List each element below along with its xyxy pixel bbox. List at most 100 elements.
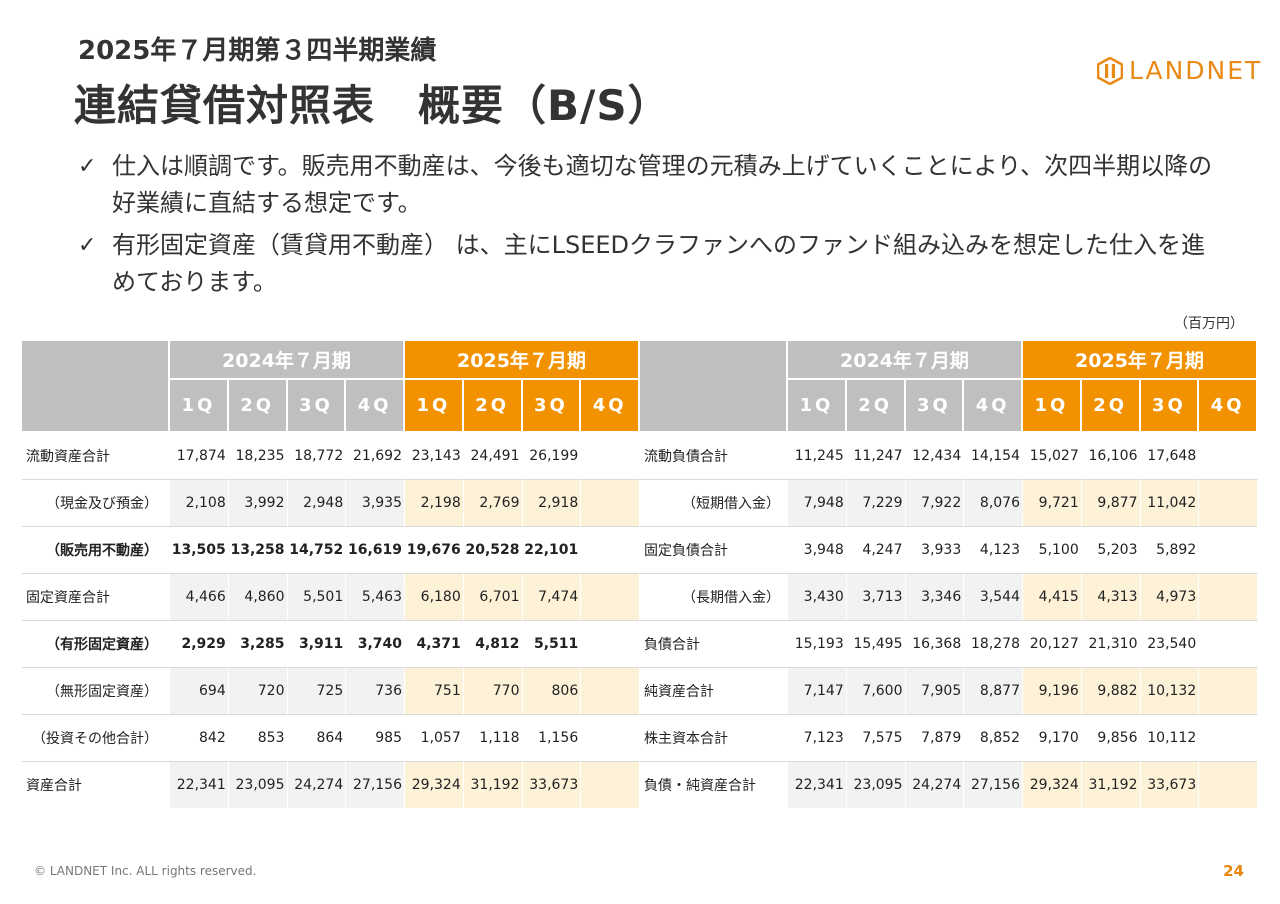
value-cell: 4,415 <box>1023 574 1082 621</box>
row-label: （現金及び預金） <box>22 480 170 527</box>
value-cell: 7,123 <box>788 715 847 762</box>
table-row: 純資産合計 7,147 7,600 7,905 8,877 9,196 9,882 10,13… <box>640 668 1258 715</box>
value-cell: 4,812 <box>464 621 523 668</box>
value-cell: 7,575 <box>847 715 906 762</box>
table-row: 流動負債合計 11,245 11,247 12,434 14,154 15,027 16,1… <box>640 433 1258 480</box>
value-cell: 12,434 <box>906 433 965 480</box>
page-subtitle: 2025年７月期第３四半期業績 <box>78 30 436 67</box>
value-cell: 5,501 <box>288 574 347 621</box>
header-year-2024: 2024年７月期 <box>788 341 1023 380</box>
value-cell: 7,474 <box>523 574 582 621</box>
header-quarter: 1Q <box>170 380 229 433</box>
value-cell: 15,027 <box>1023 433 1082 480</box>
value-cell: 13,258 <box>229 527 288 574</box>
check-icon: ✓ <box>78 148 96 185</box>
assets-body: 流動資産合計 17,874 18,235 18,772 21,692 23,143 24,4… <box>22 433 640 808</box>
value-cell <box>1199 433 1258 480</box>
value-cell <box>1199 762 1258 808</box>
header-blank <box>22 341 170 433</box>
table-row: （現金及び預金） 2,108 3,992 2,948 3,935 2,198 2,769 2,… <box>22 480 640 527</box>
value-cell <box>1199 527 1258 574</box>
value-cell: 31,192 <box>1082 762 1141 808</box>
header-quarter: 2Q <box>847 380 906 433</box>
table-row: 資産合計 22,341 23,095 24,274 27,156 29,324 31,192… <box>22 762 640 808</box>
value-cell: 2,769 <box>464 480 523 527</box>
unit-label: （百万円） <box>1174 313 1244 333</box>
value-cell: 11,245 <box>788 433 847 480</box>
header-year-2024: 2024年７月期 <box>170 341 405 380</box>
row-label: 資産合計 <box>22 762 170 808</box>
row-label: 純資産合計 <box>640 668 788 715</box>
table-row: （無形固定資産） 694 720 725 736 751 770 806 <box>22 668 640 715</box>
value-cell: 842 <box>170 715 229 762</box>
header-quarter: 2Q <box>464 380 523 433</box>
value-cell: 3,992 <box>229 480 288 527</box>
value-cell: 9,196 <box>1023 668 1082 715</box>
value-cell: 3,935 <box>346 480 405 527</box>
header-quarter: 1Q <box>788 380 847 433</box>
value-cell: 21,692 <box>346 433 405 480</box>
value-cell: 23,143 <box>405 433 464 480</box>
value-cell: 3,948 <box>788 527 847 574</box>
table-row: （短期借入金） 7,948 7,229 7,922 8,076 9,721 9,877 11,… <box>640 480 1258 527</box>
value-cell <box>581 621 640 668</box>
value-cell: 10,112 <box>1141 715 1200 762</box>
value-cell: 33,673 <box>523 762 582 808</box>
value-cell: 24,491 <box>464 433 523 480</box>
value-cell: 22,341 <box>788 762 847 808</box>
value-cell: 11,042 <box>1141 480 1200 527</box>
value-cell: 2,108 <box>170 480 229 527</box>
value-cell: 9,721 <box>1023 480 1082 527</box>
value-cell: 9,882 <box>1082 668 1141 715</box>
value-cell: 23,095 <box>229 762 288 808</box>
header-quarter: 2Q <box>1082 380 1141 433</box>
value-cell: 720 <box>229 668 288 715</box>
header-quarter: 4Q <box>346 380 405 433</box>
header-quarter: 3Q <box>288 380 347 433</box>
value-cell: 29,324 <box>1023 762 1082 808</box>
value-cell: 23,095 <box>847 762 906 808</box>
value-cell: 7,879 <box>906 715 965 762</box>
value-cell: 1,156 <box>523 715 582 762</box>
value-cell: 16,106 <box>1082 433 1141 480</box>
header-quarter: 3Q <box>906 380 965 433</box>
bullet-item: ✓ 仕入は順調です。販売用不動産は、今後も適切な管理の元積み上げていくことにより… <box>78 148 1228 222</box>
value-cell: 11,247 <box>847 433 906 480</box>
value-cell: 6,701 <box>464 574 523 621</box>
value-cell: 15,193 <box>788 621 847 668</box>
value-cell: 24,274 <box>906 762 965 808</box>
value-cell: 4,860 <box>229 574 288 621</box>
copyright-text: © LANDNET Inc. ALL rights reserved. <box>34 864 256 878</box>
value-cell: 3,346 <box>906 574 965 621</box>
value-cell: 7,948 <box>788 480 847 527</box>
value-cell: 18,235 <box>229 433 288 480</box>
page-title: 連結貸借対照表 概要（B/S） <box>74 72 671 133</box>
value-cell <box>581 762 640 808</box>
value-cell: 5,892 <box>1141 527 1200 574</box>
value-cell: 694 <box>170 668 229 715</box>
row-label: 固定資産合計 <box>22 574 170 621</box>
value-cell <box>581 527 640 574</box>
value-cell: 6,180 <box>405 574 464 621</box>
value-cell: 22,101 <box>523 527 582 574</box>
table-row: 負債・純資産合計 22,341 23,095 24,274 27,156 29,324 31… <box>640 762 1258 808</box>
bullet-list: ✓ 仕入は順調です。販売用不動産は、今後も適切な管理の元積み上げていくことにより… <box>78 148 1228 306</box>
value-cell: 5,203 <box>1082 527 1141 574</box>
value-cell: 7,147 <box>788 668 847 715</box>
value-cell <box>581 715 640 762</box>
header-quarter: 4Q <box>581 380 640 433</box>
value-cell: 10,132 <box>1141 668 1200 715</box>
row-label: （無形固定資産） <box>22 668 170 715</box>
row-label: 負債合計 <box>640 621 788 668</box>
value-cell: 7,905 <box>906 668 965 715</box>
header-year-2025: 2025年７月期 <box>405 341 640 380</box>
value-cell: 20,528 <box>464 527 523 574</box>
company-logo: LANDNET <box>1097 56 1262 85</box>
value-cell: 26,199 <box>523 433 582 480</box>
header-quarter: 1Q <box>405 380 464 433</box>
value-cell: 5,100 <box>1023 527 1082 574</box>
value-cell: 725 <box>288 668 347 715</box>
value-cell: 18,278 <box>964 621 1023 668</box>
value-cell: 4,313 <box>1082 574 1141 621</box>
table-row: 流動資産合計 17,874 18,235 18,772 21,692 23,143 24,4… <box>22 433 640 480</box>
